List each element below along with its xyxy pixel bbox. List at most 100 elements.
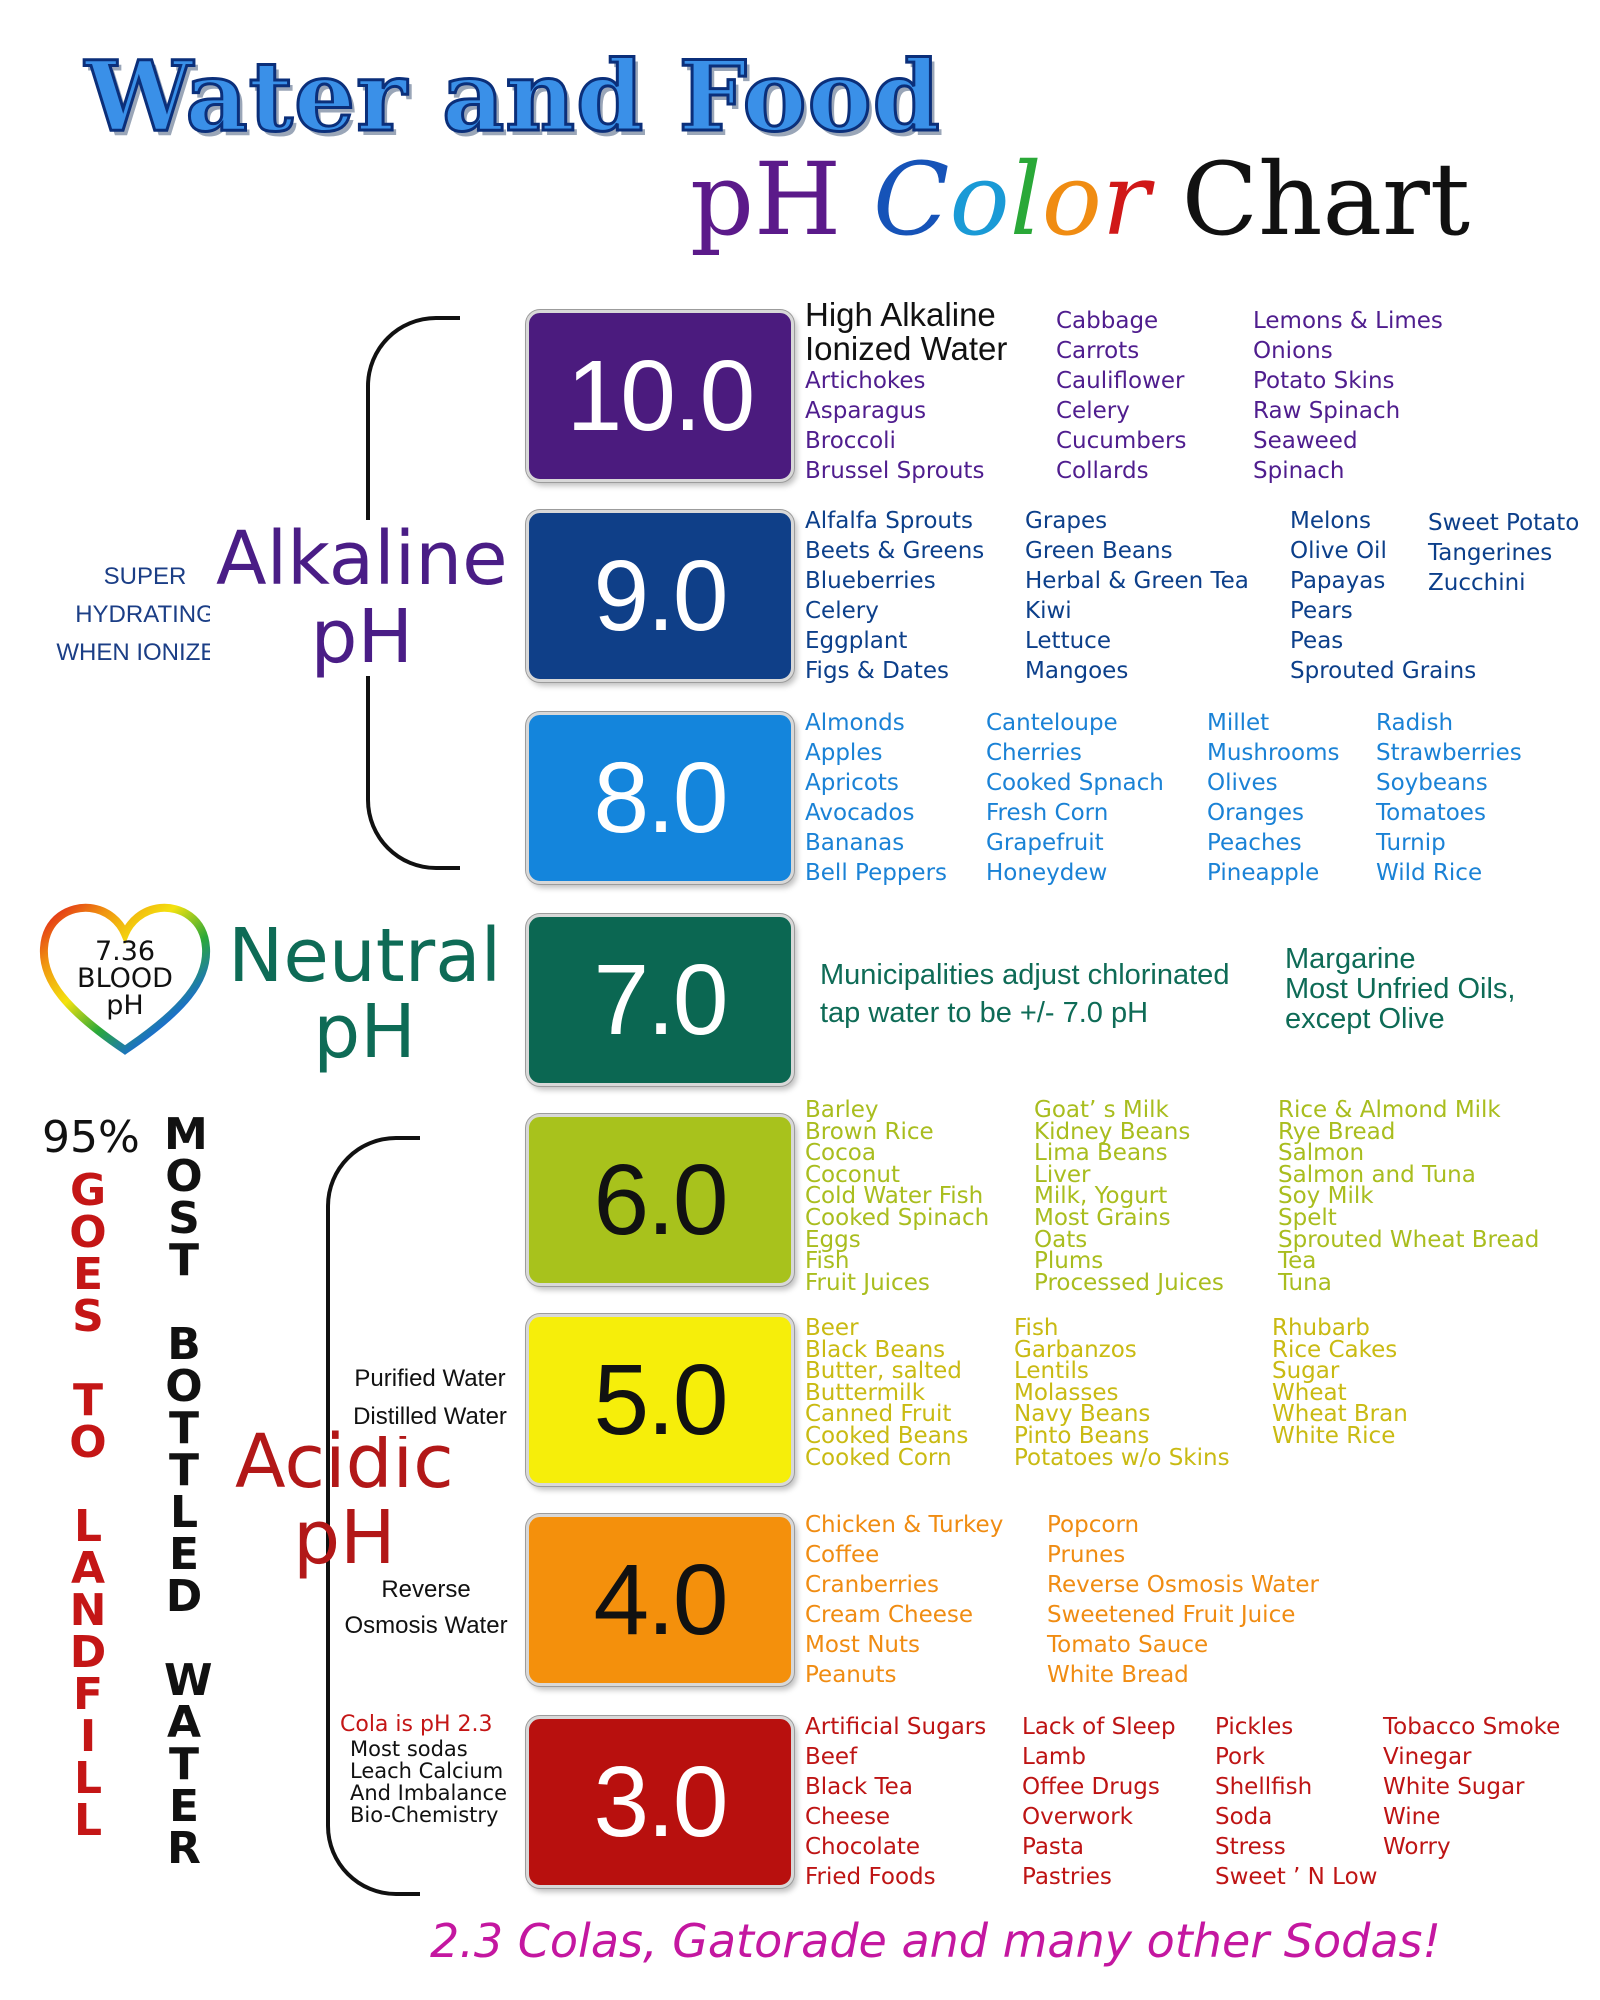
food-item: Fresh Corn — [986, 800, 1109, 826]
food-item: Fish — [805, 1248, 850, 1275]
food-item: Grapefruit — [986, 830, 1104, 856]
food-item: Sweetened Fruit Juice — [1047, 1602, 1296, 1628]
alkaline-label: Alkaline pH — [210, 520, 514, 676]
ph10-col3: Lemons & Limes Onions Potato Skins Raw Spin… — [1253, 306, 1443, 486]
food-item: Cooked Corn — [805, 1444, 952, 1471]
high-alkaline-heading: High Alkaline Ionized Water — [805, 296, 1008, 367]
food-item: Alfalfa Sprouts — [805, 508, 974, 534]
food-item: Tomato Sauce — [1047, 1632, 1209, 1658]
food-item: Fish — [1014, 1315, 1059, 1341]
food-item: Celery — [1056, 398, 1130, 424]
food-item: Barley — [805, 1097, 879, 1123]
food-item: Raw Spinach — [1253, 398, 1401, 424]
ph9-col4: Sweet Potato Tangerines Zucchini — [1428, 508, 1579, 598]
food-item: Spelt — [1278, 1204, 1337, 1231]
food-item: Apples — [805, 740, 883, 766]
food-item: White Sugar — [1383, 1774, 1525, 1800]
food-item: Pastries — [1022, 1864, 1112, 1890]
food-item: Wine — [1383, 1804, 1441, 1830]
food-item: Offee Drugs — [1022, 1774, 1160, 1800]
food-item: Chocolate — [805, 1834, 921, 1860]
food-item: Sugar — [1272, 1358, 1340, 1385]
ph9-col2: Grapes Green Beans Herbal & Green Tea Kiwi L… — [1025, 506, 1249, 686]
food-item: Pears — [1290, 598, 1353, 624]
ph4-col2: Popcorn Prunes Reverse Osmosis Water Sweete… — [1047, 1510, 1319, 1690]
food-item: Coffee — [805, 1542, 880, 1568]
food-item: Cocoa — [805, 1140, 876, 1167]
food-item: Shellfish — [1215, 1774, 1313, 1800]
food-item: Melons — [1290, 508, 1372, 534]
ph-box-4: 4.0 — [526, 1514, 794, 1686]
ph3-col4: Tobacco Smoke Vinegar White Sugar Wine Worry — [1383, 1712, 1560, 1862]
food-item: Chicken & Turkey — [805, 1512, 1004, 1538]
ph-box-7: 7.0 — [526, 914, 794, 1086]
food-item: Tomatoes — [1376, 800, 1486, 826]
food-item: Oats — [1034, 1226, 1088, 1253]
ph9-col1: Alfalfa Sprouts Beets & Greens Blueberries… — [805, 506, 984, 686]
food-item: Cooked Spinach — [805, 1204, 990, 1231]
food-item: Worry — [1383, 1834, 1451, 1860]
food-item: Popcorn — [1047, 1512, 1140, 1538]
reverse-osmosis-label: Reverse Osmosis Water — [336, 1572, 516, 1644]
food-item: Plums — [1034, 1248, 1104, 1275]
food-item: Cabbage — [1056, 308, 1159, 334]
ph9-col3: Melons Olive Oil Papayas Pears Peas Sprouted … — [1290, 506, 1476, 686]
food-item: Cherries — [986, 740, 1082, 766]
food-item: Potato Skins — [1253, 368, 1395, 394]
ph5-col3: Rhubarb Rice Cakes Sugar Wheat Wheat Bran Whi… — [1272, 1317, 1408, 1449]
ph6-col3: Rice & Almond Milk Rye Bread Salmon Salmon … — [1278, 1099, 1539, 1294]
food-item: Most Grains — [1034, 1204, 1171, 1231]
food-item: Figs & Dates — [805, 658, 950, 684]
food-item: Salmon — [1278, 1140, 1365, 1167]
ph3-col1: Artificial Sugars Beef Black Tea Cheese Choc… — [805, 1712, 986, 1892]
ph8-col1: Almonds Apples Apricots Avocados Bananas Bell… — [805, 708, 947, 888]
food-item: Cucumbers — [1056, 428, 1187, 454]
food-item: Olives — [1207, 770, 1278, 796]
food-item: Pork — [1215, 1744, 1265, 1770]
food-item: White Bread — [1047, 1662, 1189, 1688]
ph-box-5: 5.0 — [526, 1314, 794, 1486]
ph-box-3: 3.0 — [526, 1716, 794, 1888]
food-item: Pinto Beans — [1014, 1422, 1150, 1449]
food-item: Kiwi — [1025, 598, 1072, 624]
acidic-label: Acidic pH — [235, 1419, 454, 1581]
food-item: Artichokes — [805, 368, 926, 394]
food-item: Fruit Juices — [805, 1269, 930, 1296]
food-item: Tobacco Smoke — [1383, 1714, 1561, 1740]
ph-box-8: 8.0 — [526, 712, 794, 884]
food-item: White Rice — [1272, 1422, 1396, 1449]
food-item: Asparagus — [805, 398, 927, 424]
ph7-oils: Margarine Most Unfried Oils, except Oliv… — [1285, 943, 1516, 1035]
ph-box-9: 9.0 — [526, 510, 794, 682]
food-item: Wild Rice — [1376, 860, 1483, 886]
purified-distilled-label: Purified Water Distilled Water — [340, 1360, 520, 1436]
food-item: Salmon and Tuna — [1278, 1161, 1476, 1188]
food-item: Mushrooms — [1207, 740, 1340, 766]
food-item: Blueberries — [805, 568, 936, 594]
food-item: Artificial Sugars — [805, 1714, 987, 1740]
food-item: Honeydew — [986, 860, 1108, 886]
food-item: Cooked Spnach — [986, 770, 1164, 796]
food-item: Kidney Beans — [1034, 1118, 1191, 1145]
food-item: Zucchini — [1428, 570, 1526, 596]
food-item: Pineapple — [1207, 860, 1320, 886]
food-item: Wheat — [1272, 1379, 1347, 1406]
food-item: Beets & Greens — [805, 538, 985, 564]
food-item: Herbal & Green Tea — [1025, 568, 1249, 594]
food-item: Cauliflower — [1056, 368, 1185, 394]
food-item: Cooked Beans — [805, 1422, 969, 1449]
ph5-col1: Beer Black Beans Butter, salted Buttermilk C… — [805, 1317, 969, 1471]
food-item: Brussel Sprouts — [805, 458, 985, 484]
ph8-col2: Canteloupe Cherries Cooked Spnach Fresh Cor… — [986, 708, 1164, 888]
food-item: Most Nuts — [805, 1632, 921, 1658]
super-hydrating-label: SUPER HYDRATING WHEN IONIZED — [56, 563, 234, 666]
food-item: Almonds — [805, 710, 905, 736]
food-item: Wheat Bran — [1272, 1401, 1408, 1428]
food-item: Apricots — [805, 770, 899, 796]
food-item: Tangerines — [1428, 540, 1553, 566]
percent-label: 95% — [42, 1112, 140, 1163]
ph4-col1: Chicken & Turkey Coffee Cranberries Cream C… — [805, 1510, 1003, 1690]
food-item: Soy Milk — [1278, 1183, 1374, 1210]
food-item: Peas — [1290, 628, 1344, 654]
